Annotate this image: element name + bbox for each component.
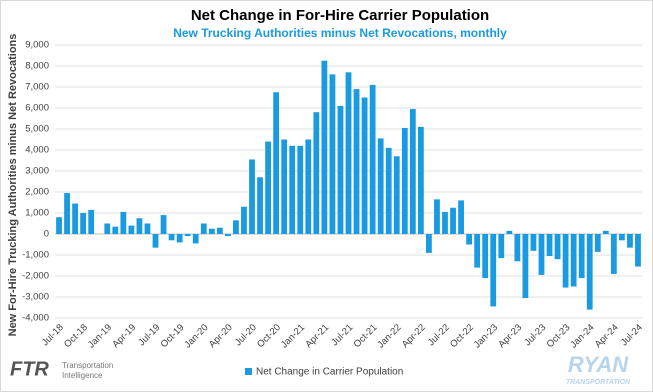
- bar: [321, 60, 328, 234]
- y-tick-label: -4,000: [22, 313, 49, 324]
- bar: [249, 159, 255, 234]
- bar: [361, 97, 368, 234]
- bar: [112, 226, 119, 234]
- y-tick-label: 5,000: [25, 124, 49, 135]
- bar: [80, 213, 87, 234]
- bar: [120, 211, 127, 234]
- bar: [514, 234, 521, 262]
- bar: [442, 211, 448, 234]
- bar: [305, 139, 312, 234]
- bar: [482, 234, 489, 279]
- bar: [450, 207, 456, 234]
- y-tick-label: 1,000: [25, 208, 49, 219]
- bar: [289, 145, 296, 234]
- bar: [208, 228, 215, 234]
- bar: [619, 234, 625, 241]
- bar: [313, 112, 320, 234]
- bar: [506, 230, 513, 234]
- bar: [570, 234, 577, 287]
- ryan-logo: RYAN: [568, 352, 629, 377]
- y-axis-title: New For-Hire Trucking Authorities minus …: [7, 34, 19, 337]
- bar: [385, 147, 392, 234]
- bar: [610, 234, 617, 274]
- bar: [417, 126, 424, 234]
- ftr-logo: FTR: [10, 358, 49, 380]
- bar: [241, 206, 247, 234]
- bar: [409, 109, 416, 234]
- y-tick-label: 2,000: [25, 187, 49, 198]
- bar: [297, 145, 304, 234]
- bar: [176, 234, 183, 243]
- bar: [538, 234, 545, 275]
- bar: [56, 217, 62, 234]
- bar: [393, 156, 400, 234]
- bar: [369, 84, 376, 235]
- bar: [64, 193, 70, 234]
- bar: [401, 127, 408, 234]
- bar: [216, 227, 223, 234]
- bar: [160, 215, 167, 234]
- bar: [426, 234, 432, 253]
- bar: [144, 223, 151, 234]
- bar: [377, 138, 384, 234]
- bar: [578, 234, 585, 279]
- bar: [466, 234, 473, 245]
- bar: [224, 234, 231, 237]
- bar: [88, 209, 95, 234]
- bar: [498, 234, 505, 259]
- bar: [265, 141, 271, 234]
- bar: [168, 234, 175, 241]
- bar: [200, 223, 207, 234]
- bar: [627, 234, 633, 248]
- y-tick-label: 6,000: [25, 103, 49, 114]
- bar: [458, 200, 464, 234]
- y-tick-label: 3,000: [25, 166, 49, 177]
- bar: [530, 234, 537, 251]
- bar: [233, 220, 239, 234]
- bar: [562, 234, 569, 288]
- bar: [337, 105, 344, 235]
- y-tick-label: 7,000: [25, 82, 49, 93]
- bar: [546, 234, 553, 257]
- bar: [136, 218, 143, 234]
- bar: [128, 225, 135, 234]
- bar: [554, 234, 561, 260]
- bar: [474, 234, 481, 268]
- bar: [594, 234, 601, 252]
- bar: [329, 74, 336, 235]
- bar: [602, 230, 609, 234]
- bar: [72, 203, 78, 234]
- chart-title: Net Change in For-Hire Carrier Populatio…: [191, 7, 489, 24]
- y-tick-label: 0: [44, 229, 49, 240]
- bar: [490, 234, 497, 307]
- bar: [273, 92, 280, 234]
- bar: [184, 234, 191, 237]
- bar: [152, 234, 159, 248]
- bar: [522, 234, 529, 299]
- bar: [434, 199, 440, 234]
- bar: [257, 177, 263, 234]
- y-tick-label: 8,000: [25, 61, 49, 72]
- y-tick-label: 4,000: [25, 145, 49, 156]
- bar: [353, 89, 360, 234]
- bar: [586, 234, 593, 310]
- bar: [104, 223, 111, 234]
- legend-swatch: [245, 368, 252, 375]
- ryan-tagline: TRANSPORTATION: [566, 379, 631, 386]
- y-tick-label: -1,000: [22, 250, 49, 261]
- y-tick-label: -2,000: [22, 271, 49, 282]
- bar: [635, 234, 641, 267]
- bar: [192, 234, 199, 244]
- legend-label: Net Change in Carrier Population: [256, 367, 403, 378]
- y-tick-label: -3,000: [22, 292, 49, 303]
- ftr-tagline: Intelligence: [62, 371, 103, 380]
- ftr-tagline: Transportation: [62, 361, 113, 370]
- bar: [345, 72, 352, 234]
- chart-subtitle: New Trucking Authorities minus Net Revoc…: [173, 26, 507, 40]
- bar: [281, 139, 288, 234]
- y-tick-label: 9,000: [25, 40, 49, 51]
